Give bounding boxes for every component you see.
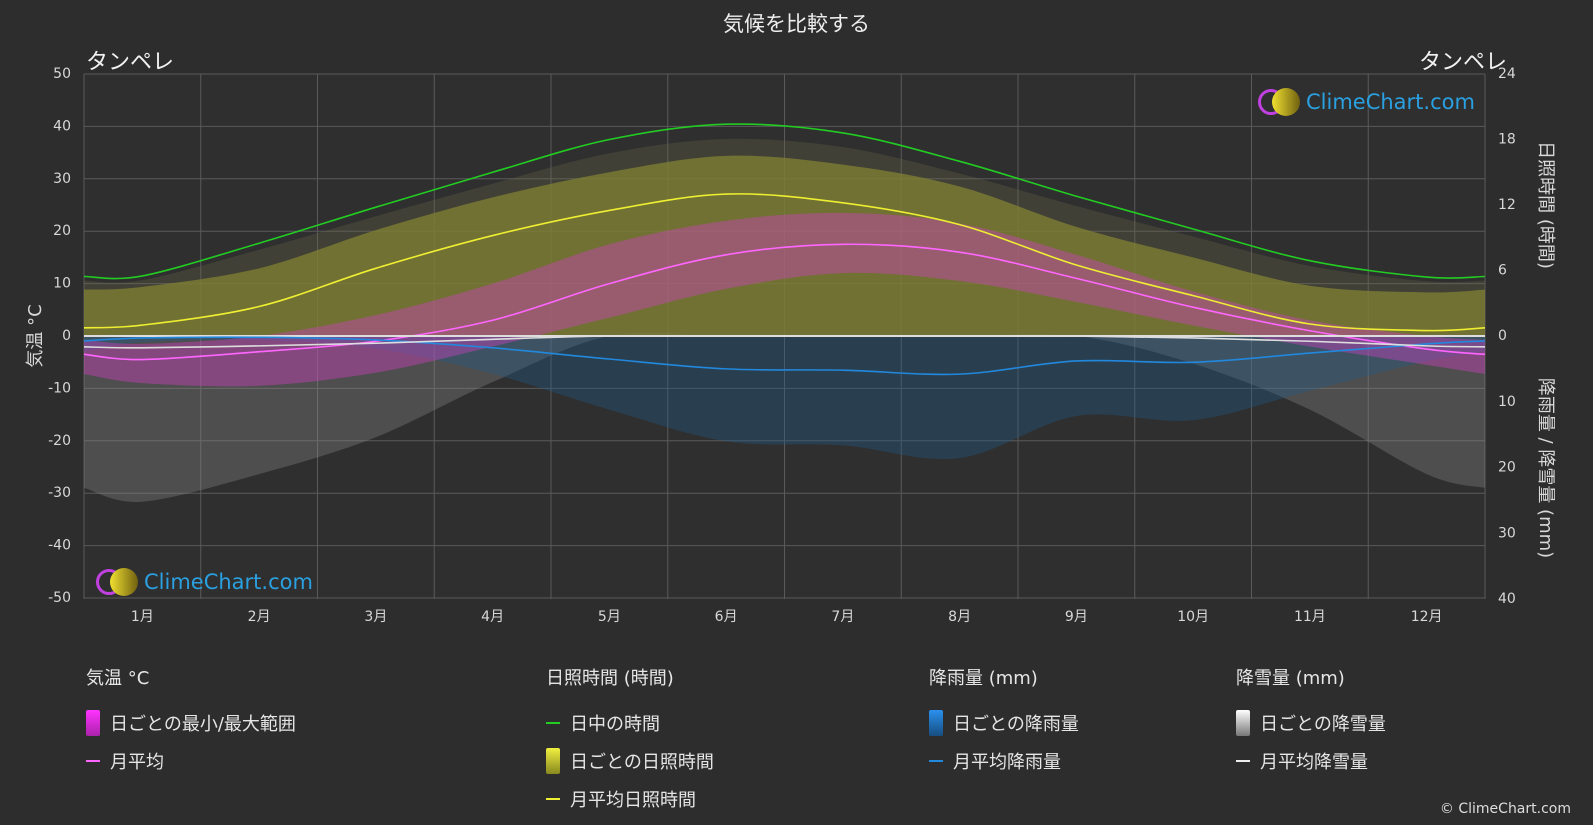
tick-right-sun: 12 [1498,197,1516,213]
daylight-swatch [546,722,560,724]
axis-title-right-bottom: 降雨量 / 降雪量 (mm) [1535,378,1556,558]
tick-left: 10 [53,276,71,292]
tick-right-sun: 18 [1498,132,1516,148]
copyright: © ClimeChart.com [1439,801,1571,817]
daylight-line [83,123,1486,280]
tick-left: 0 [62,328,71,344]
tick-left: -40 [48,538,71,554]
tick-month: 7月 [831,609,854,625]
snow-mean-line [83,334,1486,349]
rain-mean-line [83,336,1486,376]
tick-month: 2月 [248,609,271,625]
legend-rain-daily: 日ごとの降雨量 [929,704,1079,742]
legend-rain-header: 降雨量 (mm) [929,668,1038,689]
legend-snow-daily: 日ごとの降雪量 [1236,704,1386,742]
snow-daily-area [84,332,1485,502]
tick-left: 30 [53,171,71,187]
tick-month: 1月 [131,609,154,625]
tick-month: 12月 [1411,609,1443,625]
tick-left: 40 [53,118,71,134]
sunshine-swatch [546,748,560,774]
rain-swatch [929,710,943,736]
sunshine-mean-swatch [546,798,560,800]
tick-left: -50 [48,590,71,606]
sunshine-daily-area [84,155,1485,336]
chart-title: 気候を比較する [723,12,870,36]
temp-range-swatch [86,710,100,736]
legend-sunshine-mean: 月平均日照時間 [546,780,714,818]
legend-sunshine-mean-label: 月平均日照時間 [570,790,696,811]
legend-daylight: 日中の時間 [546,704,714,742]
rain-daily-area [84,336,1485,460]
tick-left: -20 [48,433,71,449]
snow-mean-swatch [1236,760,1250,762]
location-left: タンペレ [86,50,175,75]
tick-right-precip: 30 [1498,525,1516,541]
axis-title-right-top: 日照時間 (時間) [1535,141,1556,269]
tick-left: 20 [53,223,71,239]
tick-month: 4月 [481,609,504,625]
legend-sunshine-daily: 日ごとの日照時間 [546,742,714,780]
legend-snow-header: 降雪量 (mm) [1236,668,1345,689]
logo-top[interactable]: ClimeChart.com [1258,88,1475,116]
legend-snow-mean-label: 月平均降雪量 [1260,752,1368,773]
legend-snow-mean: 月平均降雪量 [1236,742,1386,780]
legend-temperature-header: 気温 °C [86,668,150,689]
legend-rain-mean: 月平均降雨量 [929,742,1079,780]
legend-sunshine: 日照時間 (時間) 日中の時間 日ごとの日照時間 月平均日照時間 [546,664,714,818]
tick-left: -30 [48,485,71,501]
tick-left: -10 [48,380,71,396]
tick-month: 6月 [715,609,738,625]
temp-mean-swatch [86,760,100,762]
legend-temp-mean: 月平均 [86,742,296,780]
tick-month: 11月 [1294,609,1326,625]
location-right: タンペレ [1418,50,1507,75]
axis-title-left: 気温 °C [25,304,46,367]
legend-snow-daily-label: 日ごとの降雪量 [1260,714,1386,735]
tick-right-sun: 0 [1498,328,1507,344]
legend-temperature: 気温 °C 日ごとの最小/最大範囲 月平均 [86,664,296,780]
tick-month: 3月 [364,609,387,625]
legend-daylight-label: 日中の時間 [570,714,660,735]
tick-right-precip: 10 [1498,394,1516,410]
legend-rain-mean-label: 月平均降雨量 [953,752,1061,773]
legend-temp-range: 日ごとの最小/最大範囲 [86,704,296,742]
tick-month: 9月 [1065,609,1088,625]
logo-bottom[interactable]: ClimeChart.com [96,568,313,596]
tick-month: 8月 [948,609,971,625]
legend-temp-mean-label: 月平均 [110,752,164,773]
tick-right-precip: 40 [1498,591,1516,607]
snow-swatch [1236,710,1250,736]
legend-rain-daily-label: 日ごとの降雨量 [953,714,1079,735]
legend-temp-range-label: 日ごとの最小/最大範囲 [110,714,296,735]
tick-left: 50 [53,66,71,82]
rain-mean-swatch [929,760,943,762]
legend-sunshine-header: 日照時間 (時間) [546,668,674,689]
logo-sun-icon [110,568,138,596]
logo-text: ClimeChart.com [144,570,313,594]
tick-right-sun: 24 [1498,66,1516,82]
tick-right-precip: 20 [1498,460,1516,476]
logo-sun-icon [1272,88,1300,116]
tick-right-sun: 6 [1498,263,1507,279]
chart-lines [83,123,1486,376]
daylight-area [84,138,1485,336]
sunshine-mean-line [83,193,1486,332]
climate-chart: 50 40 30 20 10 0 -10 -20 -30 -40 -50 24 18 12 6 0 10 20 30… [25,66,1556,625]
legend-snow: 降雪量 (mm) 日ごとの降雪量 月平均降雪量 [1236,664,1386,780]
chart-axes: 50 40 30 20 10 0 -10 -20 -30 -40 -50 24 18 12 6 0 10 20 30… [25,66,1556,625]
temp-mean-line [83,243,1486,361]
logo-text: ClimeChart.com [1306,90,1475,114]
legend-sunshine-daily-label: 日ごとの日照時間 [570,752,714,773]
tick-month: 10月 [1177,609,1209,625]
legend-rain: 降雨量 (mm) 日ごとの降雨量 月平均降雨量 [929,664,1079,780]
tick-month: 5月 [598,609,621,625]
